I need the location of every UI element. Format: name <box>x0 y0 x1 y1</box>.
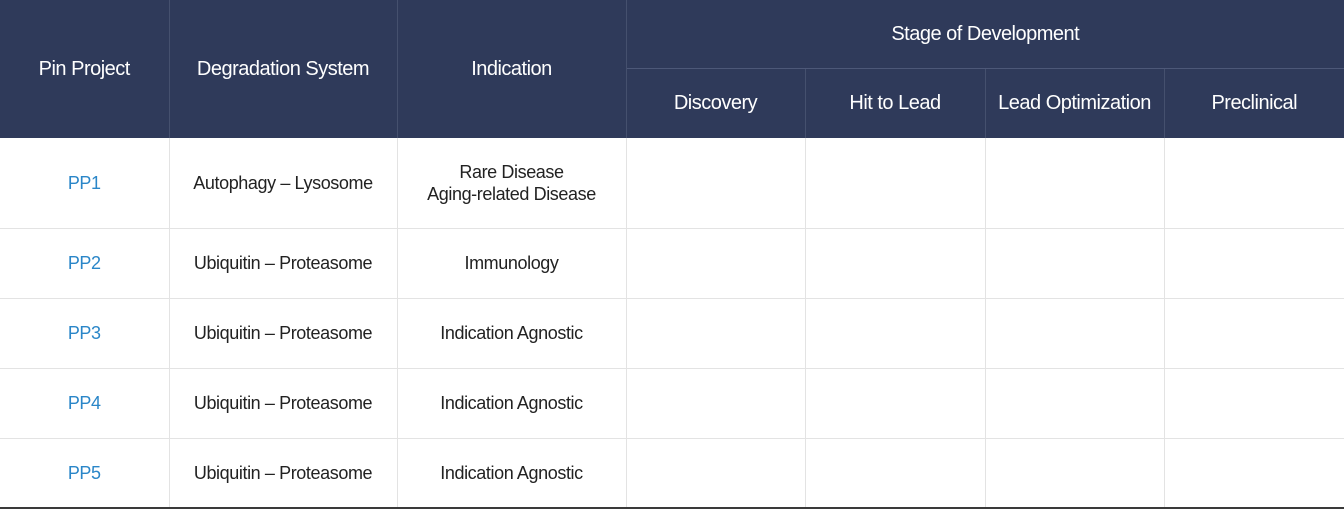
indication-line: Aging-related Disease <box>427 183 596 204</box>
stage-cell-discovery <box>626 228 806 299</box>
indication-cell: Indication Agnostic <box>397 368 627 439</box>
project-name[interactable]: PP1 <box>0 138 170 229</box>
header-degradation-system: Degradation System <box>169 0 398 138</box>
stage-cell-lead-optimization <box>985 438 1165 508</box>
stage-cell-lead-optimization <box>985 138 1165 229</box>
header-pin-project: Pin Project <box>0 0 170 138</box>
header-stage-discovery: Discovery <box>626 68 806 138</box>
degradation-system: Ubiquitin – Proteasome <box>169 438 398 508</box>
stage-cell-preclinical <box>1164 298 1344 369</box>
degradation-system: Autophagy – Lysosome <box>169 138 398 229</box>
project-name[interactable]: PP5 <box>0 438 170 508</box>
indication-cell: Rare Disease Aging-related Disease <box>397 138 627 229</box>
stage-cell-lead-optimization <box>985 368 1165 439</box>
indication-line: Indication Agnostic <box>440 462 583 483</box>
stage-cell-discovery <box>626 368 806 439</box>
table-row: PP3 Ubiquitin – Proteasome Indication Ag… <box>0 298 1344 369</box>
stage-cell-hit-to-lead <box>805 298 986 369</box>
table-row: PP5 Ubiquitin – Proteasome Indication Ag… <box>0 438 1344 508</box>
degradation-system: Ubiquitin – Proteasome <box>169 228 398 299</box>
stage-cell-preclinical <box>1164 368 1344 439</box>
stage-cell-preclinical <box>1164 438 1344 508</box>
indication-cell: Immunology <box>397 228 627 299</box>
table-header: Pin Project Degradation System Indicatio… <box>0 0 1344 138</box>
table-body: PP1 Autophagy – Lysosome Rare Disease Ag… <box>0 138 1344 508</box>
indication-line: Indication Agnostic <box>440 393 583 413</box>
indication-cell: Indication Agnostic <box>397 298 627 369</box>
header-stage-hit-to-lead: Hit to Lead <box>805 68 986 138</box>
indication-line: Immunology <box>464 253 559 273</box>
table-row: PP4 Ubiquitin – Proteasome Indication Ag… <box>0 368 1344 439</box>
table-row: PP1 Autophagy – Lysosome Rare Disease Ag… <box>0 138 1344 229</box>
header-indication: Indication <box>397 0 627 138</box>
degradation-system: Ubiquitin – Proteasome <box>169 368 398 439</box>
stage-cell-lead-optimization <box>985 298 1165 369</box>
stage-cell-hit-to-lead <box>805 138 986 229</box>
stage-cell-discovery <box>626 298 806 369</box>
header-stage-preclinical: Preclinical <box>1164 68 1344 138</box>
stage-cell-hit-to-lead <box>805 438 986 508</box>
stage-cell-discovery <box>626 438 806 508</box>
stage-cell-preclinical <box>1164 228 1344 299</box>
project-name[interactable]: PP4 <box>0 368 170 439</box>
project-name[interactable]: PP3 <box>0 298 170 369</box>
indication-cell: Indication Agnostic <box>397 438 627 508</box>
stage-cell-lead-optimization <box>985 228 1165 299</box>
project-name[interactable]: PP2 <box>0 228 170 299</box>
header-stage-lead-optimization: Lead Optimization <box>985 68 1165 138</box>
header-stage-of-development: Stage of Development <box>626 0 1344 69</box>
stage-cell-hit-to-lead <box>805 368 986 439</box>
stage-cell-discovery <box>626 138 806 229</box>
degradation-system: Ubiquitin – Proteasome <box>169 298 398 369</box>
stage-cell-preclinical <box>1164 138 1344 229</box>
indication-line: Rare Disease <box>459 161 564 182</box>
table-row: PP2 Ubiquitin – Proteasome Immunology <box>0 228 1344 299</box>
stage-cell-hit-to-lead <box>805 228 986 299</box>
indication-line: Indication Agnostic <box>440 323 583 343</box>
